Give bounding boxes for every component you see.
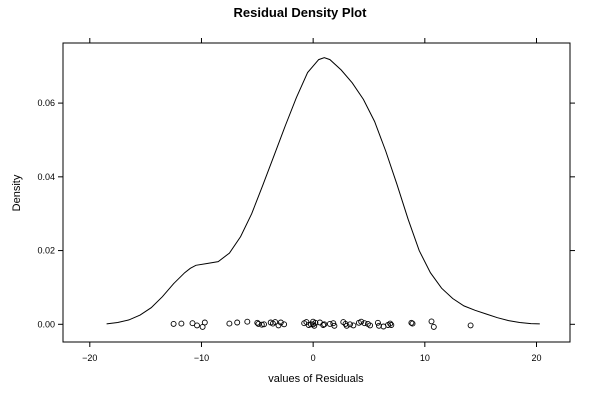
residual-point: [358, 318, 365, 325]
residual-point: [281, 321, 288, 328]
chart-title: Residual Density Plot: [234, 5, 368, 20]
residual-point: [320, 322, 327, 328]
residual-point: [343, 322, 350, 329]
residual-point: [201, 319, 208, 326]
x-tick-label: −20: [82, 353, 97, 363]
residual-point: [374, 319, 381, 326]
residual-point: [467, 322, 474, 329]
residual-point: [409, 320, 416, 327]
x-axis-label: values of Residuals: [268, 373, 364, 385]
residual-point: [226, 320, 233, 327]
residual-point: [255, 320, 262, 327]
residual-point: [312, 319, 319, 326]
residual-point: [234, 319, 241, 326]
residual-point: [361, 320, 368, 327]
y-tick-label: 0.04: [37, 172, 55, 182]
residual-point: [388, 322, 395, 328]
density-curve: [106, 57, 540, 325]
residual-point: [430, 323, 437, 330]
y-tick-label: 0.02: [37, 246, 55, 256]
residual-point: [272, 319, 279, 326]
residual-point: [178, 320, 185, 327]
residual-point: [321, 321, 328, 328]
density-curve-layer: [106, 57, 540, 325]
residual-point: [311, 322, 318, 329]
residual-point: [387, 320, 394, 327]
residual-point: [258, 321, 265, 328]
residual-point: [277, 319, 284, 326]
residual-point: [261, 321, 267, 328]
y-axis-label: Density: [11, 174, 23, 211]
axes-layer: −20 −10 0 10 20 0.00 0.02 0.04 0.06: [37, 38, 575, 363]
residual-point: [350, 322, 357, 329]
x-tick-label: 0: [311, 353, 316, 363]
residual-point: [330, 320, 337, 327]
residual-point: [428, 318, 435, 325]
x-tick-label: −10: [194, 353, 209, 363]
x-tick-label: 10: [420, 353, 430, 363]
plot-frame: [62, 42, 571, 343]
residual-point: [244, 318, 251, 325]
residual-point: [408, 319, 415, 326]
residual-point: [170, 320, 177, 327]
residual-point: [189, 320, 196, 327]
y-tick-label: 0.06: [37, 98, 55, 108]
residual-point: [367, 322, 374, 329]
y-tick-label: 0.00: [37, 319, 55, 329]
residual-point: [347, 321, 353, 328]
residual-point: [331, 322, 338, 329]
residual-point: [194, 322, 200, 329]
rug-points-layer: [170, 318, 474, 330]
x-tick-label: 20: [531, 353, 541, 363]
